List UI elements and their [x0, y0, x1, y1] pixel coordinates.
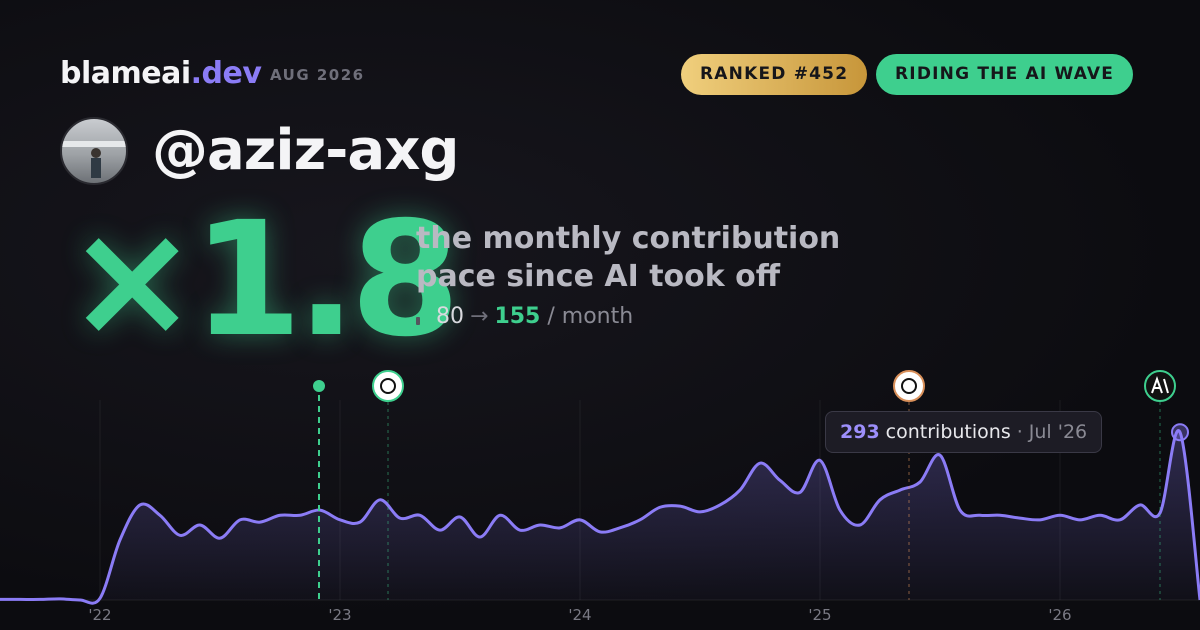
line [0, 429, 1200, 605]
pace-stat: 80 → 155 / month [416, 304, 633, 329]
avatar [60, 117, 128, 185]
event-icon [372, 370, 404, 402]
event-icon-glyph [1151, 376, 1169, 394]
x-tick-label: '24 [568, 606, 591, 624]
brand-tld: .dev [190, 56, 262, 91]
arrow: → [470, 304, 489, 329]
brand-name: blameai [60, 56, 191, 91]
event-dot [313, 380, 325, 392]
bars-icon [416, 307, 428, 325]
tooltip: 293 contributions · Jul '26 [825, 411, 1103, 453]
rank-badge: RANKED #452 [681, 54, 868, 95]
caption-line: pace since AI took off [416, 259, 781, 294]
event-icon [893, 370, 925, 402]
x-tick-label: '26 [1048, 606, 1071, 624]
handle: @aziz-axg [152, 118, 459, 183]
caption-line: the monthly contribution [416, 221, 841, 256]
event-icon-glyph [901, 378, 917, 394]
tooltip-unit: contributions [885, 421, 1011, 443]
brand: blameai.dev [60, 56, 262, 91]
after-value: 155 [494, 304, 541, 329]
tooltip-date: Jul '26 [1028, 421, 1088, 443]
area [0, 430, 1200, 604]
unit: / month [547, 304, 634, 329]
caption: the monthly contribution pace since AI to… [416, 220, 840, 296]
tooltip-value: 293 [840, 421, 880, 443]
x-tick-label: '23 [328, 606, 351, 624]
avatar-image [62, 141, 126, 178]
date: AUG 2026 [270, 66, 365, 84]
before-value: 80 [436, 304, 464, 329]
event-icon-glyph [380, 378, 396, 394]
tooltip-separator: · [1016, 421, 1023, 443]
multiplier: ×1.8 [66, 188, 460, 372]
x-tick-label: '22 [88, 606, 111, 624]
events [313, 370, 1176, 600]
x-tick-label: '25 [808, 606, 831, 624]
wave-badge: RIDING THE AI WAVE [876, 54, 1134, 95]
peak-marker [1171, 423, 1189, 442]
